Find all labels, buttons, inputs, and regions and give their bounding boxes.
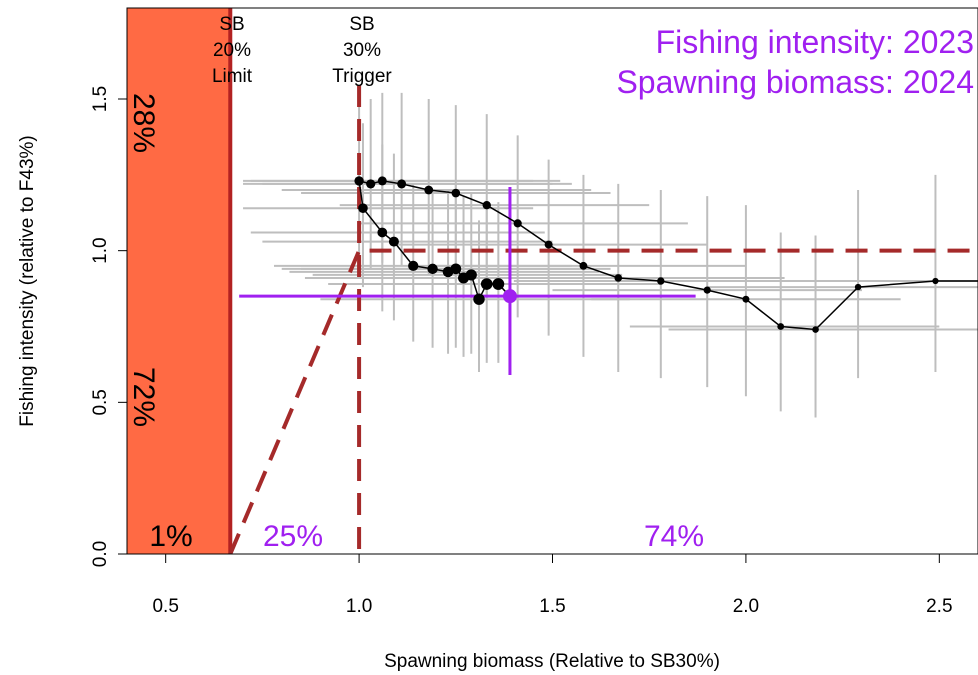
plot-area — [127, 8, 978, 554]
prob-bottom-left: 1% — [149, 520, 192, 553]
trajectory-point-18 — [354, 176, 364, 186]
trajectory-point-4 — [777, 323, 785, 330]
trajectory-point-1 — [932, 277, 939, 285]
trajectory-point-28 — [473, 293, 485, 305]
trajectory-point-7 — [657, 277, 665, 285]
trajectory-point-8 — [614, 274, 623, 282]
trajectory-point-16 — [377, 176, 387, 186]
trajectory-point-27 — [465, 269, 477, 281]
trajectory-point-10 — [544, 240, 553, 249]
x-tick-label-0: 0.5 — [152, 596, 178, 617]
y-tick-label-2: 1.0 — [90, 237, 111, 263]
trajectory-point-29 — [480, 278, 493, 290]
x-tick-label-4: 2.5 — [926, 596, 952, 617]
x-tick-label-3: 2.0 — [733, 596, 759, 617]
trajectory-point-12 — [482, 200, 491, 210]
trajectory-point-2 — [854, 283, 862, 291]
prob-lower-left: 72% — [127, 367, 160, 427]
harvest-control-rule — [228, 248, 978, 554]
uncertainty-intervals — [243, 92, 978, 418]
trajectory-point-9 — [579, 261, 588, 270]
trajectory-point-15 — [397, 179, 407, 189]
legend-fishing-year: Fishing intensity: 2023 — [656, 24, 974, 60]
trajectory-point-21 — [388, 236, 399, 247]
trajectory-point-19 — [358, 203, 368, 213]
prob-bottom-mid: 25% — [263, 520, 323, 553]
trajectory-point-6 — [703, 286, 711, 294]
trajectory-point-11 — [513, 219, 522, 228]
x-tick-label-2: 1.5 — [539, 596, 565, 617]
y-axis-ticks: 0.0 0.5 1.0 1.5 — [90, 86, 127, 567]
trajectory-point-30 — [492, 278, 505, 290]
trajectory-point-20 — [377, 227, 388, 238]
x-axis-ticks: 0.5 1.0 1.5 2.0 2.5 — [152, 553, 978, 617]
x-axis-label: Spawning biomass (Relative to SB30%) — [384, 651, 720, 672]
trajectory-point-23 — [427, 263, 438, 275]
y-tick-label-1: 0.5 — [90, 389, 111, 415]
limit-zone — [127, 8, 231, 554]
y-axis-label: Fishing intensity (relative to F43%) — [17, 135, 38, 426]
trajectory-point-3 — [812, 326, 819, 333]
trajectory-point-22 — [408, 260, 419, 271]
legend-biomass-year: Spawning biomass: 2024 — [616, 64, 974, 100]
trigger-label-line1: SB — [349, 14, 374, 35]
prob-upper-left: 28% — [127, 93, 160, 153]
limit-label-line3: Limit — [212, 66, 253, 87]
limit-label-line1: SB — [219, 14, 244, 35]
trajectory-point-17 — [366, 179, 376, 189]
current-year-point — [502, 289, 517, 304]
trigger-label-line3: Trigger — [332, 66, 392, 87]
limit-label-line2: 20% — [213, 40, 251, 61]
y-tick-label-3: 1.5 — [90, 86, 111, 112]
trajectory-line — [358, 179, 978, 331]
trajectory-point-25 — [450, 263, 462, 275]
trigger-label-line2: 30% — [343, 40, 381, 61]
x-tick-label-1: 1.0 — [346, 596, 372, 617]
trajectory-point-14 — [424, 185, 434, 195]
trajectory-point-5 — [742, 295, 750, 303]
trajectory-point-13 — [451, 188, 461, 198]
y-tick-label-0: 0.0 — [90, 541, 111, 567]
prob-bottom-right: 74% — [644, 520, 704, 553]
